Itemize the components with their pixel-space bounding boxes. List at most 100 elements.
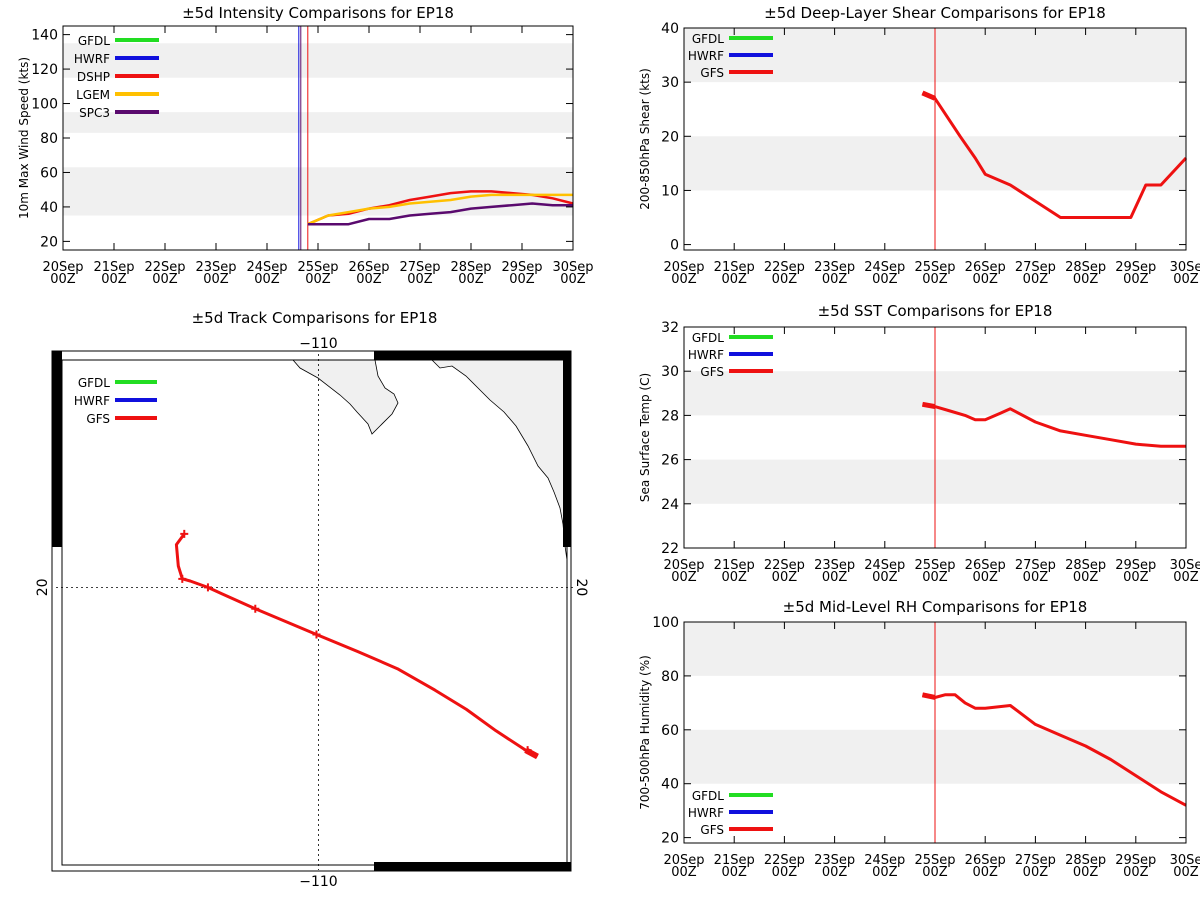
x-tick-label: 22Sep	[764, 853, 805, 868]
x-tick-label: 24Sep	[864, 853, 905, 868]
x-tick-sublabel: 00Z	[972, 865, 998, 880]
legend-label-hwrf: HWRF	[688, 49, 724, 63]
x-tick-label: 21Sep	[93, 260, 134, 275]
track-day-marker	[251, 604, 260, 613]
x-tick-sublabel: 00Z	[772, 570, 798, 585]
plot-frame	[683, 326, 1187, 549]
x-tick-sublabel: 00Z	[101, 272, 127, 287]
x-tick-label: 29Sep	[1115, 853, 1156, 868]
y-tick-label: 40	[40, 200, 58, 216]
x-tick-sublabel: 00Z	[671, 570, 697, 585]
chart-title: ±5d Intensity Comparisons for EP18	[182, 4, 454, 22]
y-tick-label: 120	[31, 62, 58, 78]
x-tick-label: 28Sep	[1065, 853, 1106, 868]
x-tick-sublabel: 00Z	[560, 272, 586, 287]
latitude-label-left: 20	[35, 578, 51, 596]
legend-label-gfdl: GFDL	[692, 32, 724, 46]
x-tick-label: 22Sep	[764, 558, 805, 573]
x-tick-label: 28Sep	[1065, 558, 1106, 573]
legend-label-gfs: GFS	[86, 412, 110, 426]
background-band	[63, 112, 573, 133]
legend-label-gfs: GFS	[700, 66, 724, 80]
x-tick-sublabel: 00Z	[922, 865, 948, 880]
x-tick-label: 22Sep	[144, 260, 185, 275]
x-tick-sublabel: 00Z	[671, 865, 697, 880]
x-tick-sublabel: 00Z	[972, 272, 998, 287]
x-tick-label: 27Sep	[1015, 260, 1056, 275]
x-tick-label: 20Sep	[663, 558, 704, 573]
x-tick-label: 26Sep	[965, 558, 1006, 573]
y-tick-label: 40	[661, 777, 679, 793]
y-tick-label: 30	[661, 75, 679, 91]
series-gfs-line	[922, 402, 1186, 448]
legend-label-gfdl: GFDL	[78, 34, 110, 48]
longitude-label-top: −110	[299, 336, 337, 352]
y-tick-label: 32	[661, 320, 679, 336]
x-tick-sublabel: 00Z	[1023, 865, 1049, 880]
x-tick-label: 21Sep	[714, 853, 755, 868]
x-tick-sublabel: 00Z	[254, 272, 280, 287]
baja-landmass	[292, 359, 399, 435]
x-tick-label: 23Sep	[195, 260, 236, 275]
plot-frame	[62, 25, 574, 251]
x-tick-label: 21Sep	[714, 558, 755, 573]
x-tick-sublabel: 00Z	[922, 570, 948, 585]
x-tick-sublabel: 00Z	[458, 272, 484, 287]
y-tick-label: 20	[40, 234, 58, 250]
x-tick-sublabel: 00Z	[356, 272, 382, 287]
legend-label-lgem: LGEM	[76, 88, 110, 102]
shear-chart: ±5d Deep-Layer Shear Comparisons for EP1…	[638, 4, 1200, 287]
y-tick-label: 0	[670, 238, 679, 254]
x-tick-sublabel: 00Z	[1123, 865, 1149, 880]
frame-segment	[374, 862, 571, 871]
x-tick-sublabel: 00Z	[1123, 272, 1149, 287]
legend-label-hwrf: HWRF	[688, 806, 724, 820]
y-tick-label: 22	[661, 541, 679, 557]
mainland-landmass	[431, 359, 568, 561]
x-tick-sublabel: 00Z	[872, 570, 898, 585]
x-tick-sublabel: 00Z	[50, 272, 76, 287]
y-tick-label: 60	[661, 723, 679, 739]
intensity-chart: ±5d Intensity Comparisons for EP18 10m Ma…	[17, 4, 594, 287]
chart-title: ±5d Track Comparisons for EP18	[192, 309, 438, 327]
y-axis-label: 10m Max Wind Speed (kts)	[17, 57, 31, 219]
x-tick-sublabel: 00Z	[822, 272, 848, 287]
x-tick-label: 26Sep	[965, 260, 1006, 275]
track-day-marker	[312, 630, 321, 639]
frame-segment	[563, 351, 571, 547]
x-tick-sublabel: 00Z	[822, 865, 848, 880]
map-outer-frame	[51, 350, 572, 872]
series-gfs-line	[921, 91, 1188, 219]
y-tick-label: 20	[661, 831, 679, 847]
frame-segment	[52, 351, 62, 547]
y-tick-label: 26	[661, 453, 679, 469]
chart-title: ±5d Deep-Layer Shear Comparisons for EP1…	[764, 4, 1106, 22]
y-tick-label: 20	[661, 129, 679, 145]
track-day-marker	[180, 529, 189, 538]
series-initial-segment	[922, 401, 936, 410]
x-tick-sublabel: 00Z	[822, 570, 848, 585]
series-initial-segment	[921, 90, 936, 101]
legend-label-gfdl: GFDL	[692, 789, 724, 803]
y-tick-label: 28	[661, 408, 679, 424]
x-tick-sublabel: 00Z	[1173, 272, 1199, 287]
y-axis-label: 700-500hPa Humidity (%)	[638, 655, 652, 810]
x-tick-label: 29Sep	[1115, 260, 1156, 275]
chart-title: ±5d SST Comparisons for EP18	[818, 302, 1053, 320]
x-tick-sublabel: 00Z	[407, 272, 433, 287]
x-tick-sublabel: 00Z	[1123, 570, 1149, 585]
x-tick-label: 25Sep	[914, 558, 955, 573]
x-tick-label: 25Sep	[914, 260, 955, 275]
y-tick-label: 40	[661, 21, 679, 37]
x-tick-sublabel: 00Z	[305, 272, 331, 287]
rh-chart: ±5d Mid-Level RH Comparisons for EP18 700…	[638, 598, 1200, 880]
series-spc3-line	[307, 202, 573, 226]
x-tick-sublabel: 00Z	[1073, 272, 1099, 287]
x-tick-sublabel: 00Z	[1023, 570, 1049, 585]
y-tick-label: 140	[31, 28, 58, 44]
track-day-marker	[178, 574, 187, 583]
plot-frame	[683, 27, 1187, 251]
frame-segment	[374, 351, 571, 360]
x-tick-label: 25Sep	[297, 260, 338, 275]
legend-label-hwrf: HWRF	[688, 348, 724, 362]
